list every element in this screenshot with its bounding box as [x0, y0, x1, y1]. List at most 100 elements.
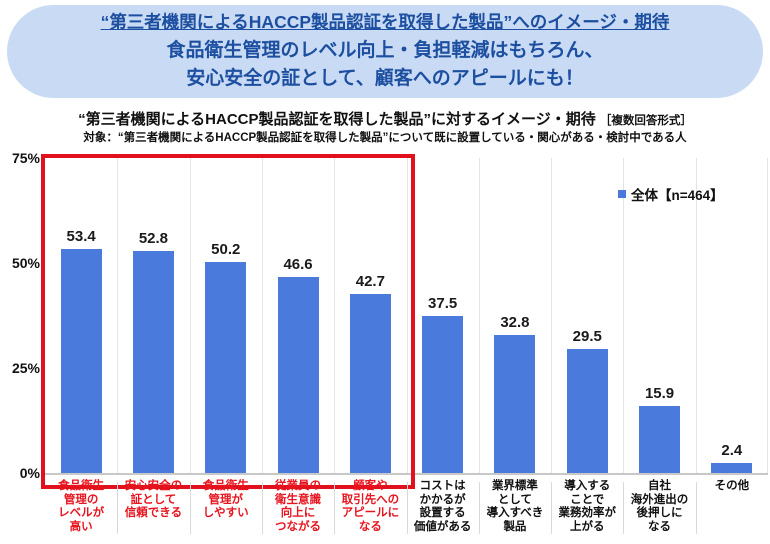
header-banner: “第三者機関によるHACCP製品認証を取得した製品”へのイメージ・期待 食品衛生…: [7, 5, 763, 98]
x-category-label-line: 高い: [69, 520, 93, 533]
x-category-label-line: 後押しに: [636, 507, 683, 519]
x-category-label-line: 向上に: [280, 507, 316, 519]
bar-value-label: 2.4: [721, 441, 743, 459]
x-category-label-line: 取引先への: [341, 493, 400, 506]
gridline: [261, 158, 263, 473]
x-category-label-line: アピールに: [341, 507, 400, 519]
x-label-separator: [695, 482, 697, 534]
banner-line-3: 安心安全の証として、顧客へのアピールにも！: [186, 68, 584, 90]
x-category-label-line: 設置する: [419, 507, 466, 519]
x-category-label: 自社 海外進出の 後押しに なる: [623, 480, 695, 534]
x-category-label-line: 導入する: [564, 480, 611, 492]
x-category-label: その他: [696, 480, 768, 494]
x-label-separator: [478, 482, 480, 534]
y-tick: 25%: [11, 360, 40, 376]
bar: [639, 406, 681, 473]
x-category-label-line: レベルが: [58, 507, 105, 519]
x-category-label-line: 安心安全の: [124, 480, 183, 492]
bar-value-label: 46.6: [283, 256, 313, 274]
x-label-separator: [189, 482, 191, 534]
bar-value-label: 29.5: [572, 328, 602, 346]
x-category-label-line: 管理の: [63, 493, 99, 506]
x-category-label-line: 自社: [648, 480, 672, 492]
gridline: [695, 158, 697, 473]
x-category-label-line: つながる: [275, 520, 322, 533]
x-label-separator: [406, 482, 408, 534]
x-category-label-line: かかるが: [419, 493, 466, 506]
legend: 全体【n=464】: [618, 184, 724, 204]
x-category-label: コストは かかるが 設置する 価値がある: [407, 480, 479, 534]
x-category-label: 安心安全の 証として 信頼できる: [117, 480, 189, 521]
x-category-label-line: 従業員の: [275, 480, 322, 492]
gridline: [623, 158, 625, 473]
x-category-label-line: 管理が: [208, 493, 243, 506]
x-category-label-line: コストは: [419, 480, 466, 492]
banner-line-1: “第三者機関によるHACCP製品認証を取得した製品”へのイメージ・期待: [100, 12, 670, 33]
x-label-separator: [117, 482, 119, 534]
bar: [60, 248, 102, 473]
x-category-label-line: 価値がある: [413, 520, 472, 533]
x-category-label-line: なる: [648, 520, 672, 533]
bar-value-label: 53.4: [66, 227, 96, 245]
legend-label: 全体【n=464】: [631, 188, 724, 203]
x-category-label-line: として: [497, 493, 533, 506]
bar-value-label: 32.8: [500, 314, 530, 332]
x-category-label-line: なる: [358, 520, 382, 533]
bar: [422, 315, 464, 473]
x-category-label-line: 顧客や: [353, 480, 388, 492]
bar: [205, 262, 247, 473]
bar-value-label: 42.7: [355, 272, 385, 290]
x-category-label: 食品衛生 管理の レベルが 高い: [45, 480, 117, 534]
x-category-label-line: 証として: [130, 493, 177, 506]
gridline: [334, 158, 336, 473]
x-category-label-line: 製品: [503, 520, 527, 533]
x-category-label-line: 導入すべき: [486, 507, 544, 519]
x-category-label: 導入する ことで 業務効率が 上がる: [551, 480, 623, 534]
x-category-label: 食品衛生 管理が しやすい: [190, 480, 262, 521]
x-category-label-line: ことで: [570, 493, 605, 506]
x-label-separator: [334, 482, 336, 534]
x-category-label-line: 食品衛生: [202, 480, 249, 492]
plot-area: 53.4 52.8 50.2 46.6 42.7 37.5 32.8 29.5 15.9 2.4: [45, 158, 768, 475]
y-tick: 75%: [11, 150, 40, 166]
x-category-label-line: 衛生意識: [275, 493, 322, 506]
x-label-separator: [623, 482, 625, 534]
x-category-label-line: 業界標準: [491, 480, 538, 492]
bar: [566, 349, 608, 473]
bar-value-label: 37.5: [428, 294, 458, 312]
chart-title-note: ［複数回答形式］: [599, 115, 692, 127]
x-category-label: 従業員の 衛生意識 向上に つながる: [262, 480, 334, 534]
x-category-label-line: 食品衛生: [58, 480, 105, 492]
bar-value-label: 50.2: [211, 241, 241, 259]
gridline: [551, 158, 553, 473]
gridline: [406, 158, 408, 473]
banner-line-2: 食品衛生管理のレベル向上・負担軽減はもちろん、: [166, 39, 604, 61]
gridline: [767, 158, 768, 473]
bar: [132, 251, 174, 473]
bar: [277, 277, 319, 473]
x-category-label-line: 業務効率が: [558, 507, 616, 519]
legend-swatch: [618, 190, 626, 198]
x-category-label-line: 海外進出の: [630, 493, 689, 506]
x-category-label: 業界標準 として 導入すべき 製品: [479, 480, 551, 534]
bar: [349, 293, 391, 473]
x-label-separator: [551, 482, 553, 534]
gridline: [189, 158, 191, 473]
x-category-label-line: 信頼できる: [124, 507, 183, 519]
bar-value-label: 52.8: [138, 230, 169, 248]
y-tick: 0%: [19, 465, 40, 481]
y-tick: 50%: [11, 255, 40, 271]
chart-title: “第三者機関によるHACCP製品認証を取得した製品”に対するイメージ・期待 ［複…: [0, 108, 770, 129]
bar-value-label: 15.9: [644, 385, 675, 403]
x-category-label: 顧客や 取引先への アピールに なる: [334, 480, 406, 534]
x-label-separator: [261, 482, 263, 534]
chart-title-main: “第三者機関によるHACCP製品認証を取得した製品”に対するイメージ・期待: [78, 111, 596, 128]
gridline: [478, 158, 480, 473]
x-category-label-line: しやすい: [202, 507, 249, 519]
x-category-label-line: その他: [714, 480, 750, 492]
bar: [494, 335, 536, 473]
bar: [711, 462, 753, 473]
gridline: [117, 158, 119, 473]
chart-subtitle: 対象：“第三者機関によるHACCP製品認証を取得した製品”について既に設置してい…: [83, 132, 687, 144]
